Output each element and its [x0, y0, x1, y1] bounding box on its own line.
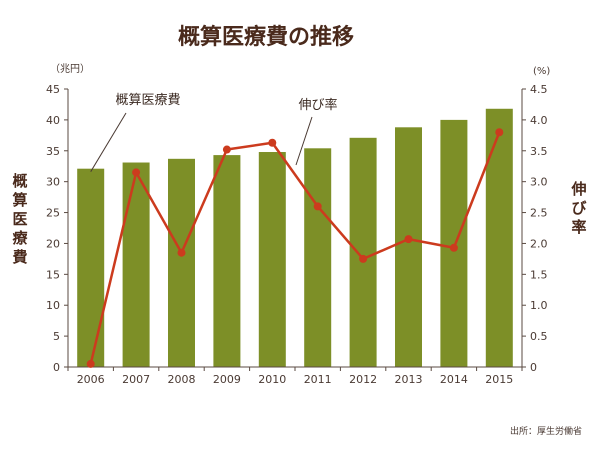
right-tick-label: 1.5	[530, 268, 548, 281]
axis-title-char: び	[571, 199, 586, 217]
bar	[485, 108, 513, 367]
growth-rate-point	[268, 138, 277, 147]
left-tick-label: 40	[46, 114, 60, 127]
axis-title-char: 費	[12, 248, 27, 266]
x-tick-label: 2006	[77, 373, 105, 386]
x-tick-label: 2012	[349, 373, 377, 386]
source-note: 出所：厚生労働省	[510, 425, 582, 437]
left-tick-label: 25	[46, 207, 60, 220]
bar	[168, 158, 195, 367]
x-tick-label: 2011	[304, 373, 332, 386]
right-tick-label: 0.5	[530, 330, 548, 343]
bar	[349, 137, 377, 367]
axis-title-char: 医	[12, 210, 27, 228]
left-tick-label: 10	[46, 299, 60, 312]
bar	[122, 162, 150, 367]
x-tick-label: 2014	[440, 373, 468, 386]
x-tick-label: 2015	[485, 373, 513, 386]
left-axis-unit: （兆円）	[50, 63, 90, 75]
right-tick-label: 4.0	[530, 114, 548, 127]
bar	[77, 168, 105, 367]
callouts: 概算医療費 伸び率	[90, 93, 338, 172]
growth-rate-line	[89, 131, 501, 365]
x-tick-label: 2008	[168, 373, 196, 386]
growth-rate-point	[359, 254, 368, 263]
left-tick-label: 30	[46, 176, 60, 189]
right-tick-label: 4.5	[530, 83, 548, 96]
right-tick-label: 0	[530, 361, 537, 374]
bar	[213, 155, 241, 367]
bar	[440, 119, 468, 367]
x-tick-label: 2013	[395, 373, 423, 386]
growth-rate-point	[313, 202, 322, 211]
x-tick-label: 2007	[122, 373, 150, 386]
left-tick-label: 0	[53, 361, 60, 374]
x-tick-label: 2009	[213, 373, 241, 386]
growth-rate-point	[86, 359, 95, 368]
bar	[304, 148, 332, 367]
growth-rate-point	[177, 248, 186, 257]
right-axis-unit: (%)	[533, 66, 550, 77]
axis-title-char: 概	[12, 172, 27, 190]
bar-series	[77, 108, 513, 368]
bar	[395, 127, 422, 368]
callout-label-bars: 概算医療費	[115, 93, 180, 108]
callout-label-line: 伸び率	[298, 97, 337, 113]
right-tick-label: 2.5	[530, 207, 548, 220]
left-tick-label: 5	[53, 330, 60, 343]
growth-rate-point	[449, 243, 458, 252]
growth-rate-point	[495, 128, 504, 137]
left-axis-label: 概算医療費	[12, 172, 28, 266]
callout-pointer-line	[295, 116, 313, 166]
axis-title-char: 療	[12, 229, 28, 247]
axis-title-char: 算	[12, 191, 27, 209]
right-tick-label: 1.0	[530, 299, 548, 312]
axis-title-char: 伸	[570, 180, 586, 198]
growth-rate-point	[132, 168, 141, 177]
right-tick-label: 3.5	[530, 145, 548, 158]
chart-title: 概算医療費の推移	[178, 24, 354, 50]
right-tick-label: 3.0	[530, 176, 548, 189]
left-tick-label: 35	[46, 145, 60, 158]
x-tick-label: 2010	[258, 373, 286, 386]
growth-rate-point	[222, 145, 231, 154]
bar	[258, 152, 286, 367]
right-axis-label: 伸び率	[570, 180, 586, 236]
growth-rate-point	[404, 235, 413, 244]
axis-title-char: 率	[571, 218, 586, 236]
callout-pointer-bars	[90, 112, 127, 172]
axes: 0 5 10 15 20 25 30 35 40 45 0 0.5 1.0 1.5 2.0 2.5 3.0 3.5…	[46, 83, 548, 386]
left-tick-label: 15	[46, 268, 60, 281]
left-tick-label: 20	[46, 237, 60, 250]
left-tick-label: 45	[46, 83, 60, 96]
right-tick-label: 2.0	[530, 237, 548, 250]
line-series	[86, 128, 504, 368]
